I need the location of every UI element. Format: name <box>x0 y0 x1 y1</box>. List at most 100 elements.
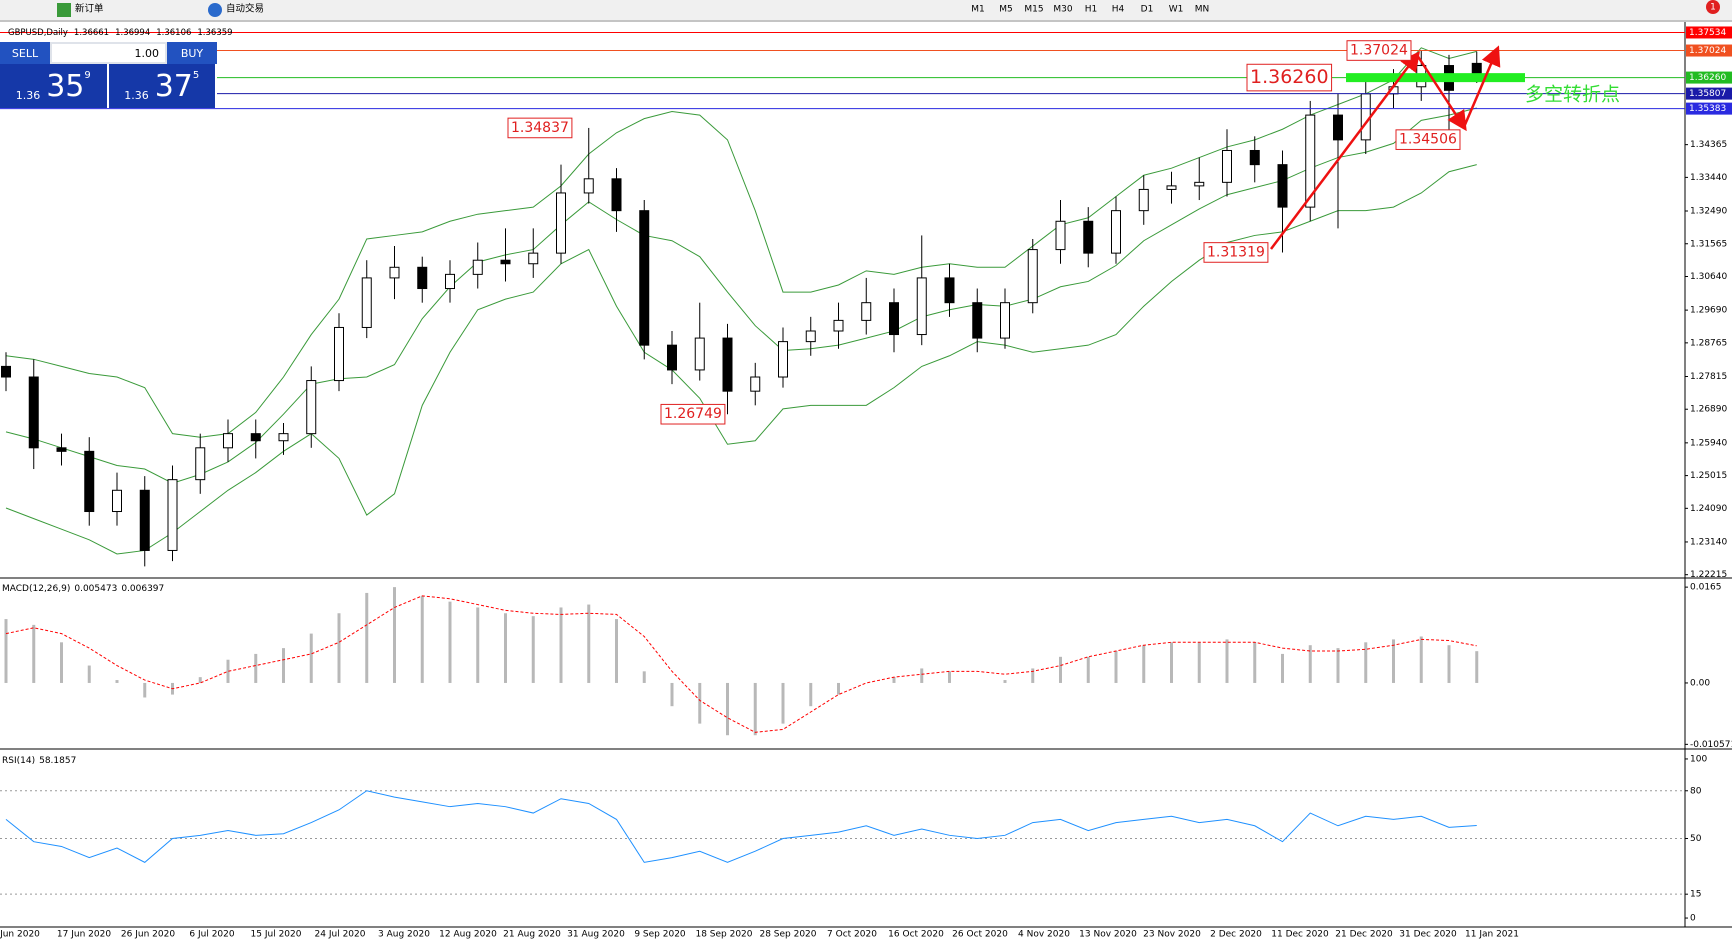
x-tick-label: 11 Dec 2020 <box>1271 930 1329 940</box>
x-tick-label: 31 Aug 2020 <box>567 930 625 940</box>
candle-body <box>167 479 178 551</box>
y-tick-label: 1.29690 <box>1690 306 1727 316</box>
macd-bar <box>1253 642 1257 683</box>
candle-body <box>472 259 483 275</box>
timeframe-button[interactable]: M30 <box>1053 5 1072 15</box>
macd-bar <box>670 682 674 707</box>
timeframe-button[interactable]: D1 <box>1141 5 1154 15</box>
fraction: 5 <box>192 70 200 81</box>
x-tick-label: 31 Dec 2020 <box>1399 930 1457 940</box>
price-level-tag <box>1686 87 1732 100</box>
candle-body <box>84 450 95 513</box>
macd-bar <box>1031 668 1035 683</box>
candle-body <box>889 302 899 336</box>
sell-button[interactable]: SELL <box>0 42 50 64</box>
timeframe-button[interactable]: MN <box>1195 5 1210 15</box>
notification-count: 1 <box>1710 3 1716 13</box>
y-tick-label: 1.27815 <box>1690 372 1727 382</box>
y-tick-label: 1.25015 <box>1690 471 1727 481</box>
rsi-line <box>5 790 1477 863</box>
candle-body <box>445 273 455 290</box>
macd-bar <box>809 682 813 707</box>
candle-body <box>1222 149 1232 183</box>
indicator-value: 0.005473 <box>74 584 117 594</box>
candle-body <box>805 330 816 343</box>
x-tick-label: 9 Sep 2020 <box>634 930 686 940</box>
macd-bar <box>587 604 591 683</box>
ask-quote[interactable]: 1.36 37 5 <box>109 64 217 108</box>
candle-body <box>1083 220 1094 254</box>
candle-body <box>722 337 733 392</box>
macd-bar <box>753 682 757 736</box>
timeframe-button[interactable]: M5 <box>999 5 1013 15</box>
macd-bar <box>254 653 258 683</box>
macd-bar <box>1003 680 1007 683</box>
notification-badge[interactable] <box>1706 0 1720 14</box>
macd-bar <box>1475 651 1479 683</box>
x-tick-label: 23 Nov 2020 <box>1143 930 1201 940</box>
price-annotation-box <box>1246 63 1333 92</box>
volume-input[interactable]: 1.00 <box>52 44 165 62</box>
y-tick-label: 1.28765 <box>1690 338 1727 348</box>
indicator-title: RSI(14) <box>2 756 35 766</box>
y-tick-label: 80 <box>1690 786 1702 796</box>
macd-bar <box>1114 651 1118 683</box>
macd-bar <box>393 587 396 683</box>
price-level-label: 1.36260 <box>1689 73 1726 83</box>
macd-bar <box>4 619 8 683</box>
new-order-button[interactable]: 新订单 <box>75 3 104 15</box>
candle-body <box>278 433 289 442</box>
candle-body <box>1249 149 1260 166</box>
timeframe-button[interactable]: W1 <box>1169 5 1184 15</box>
macd-bar <box>504 613 507 683</box>
timeframe-button[interactable]: M15 <box>1024 5 1043 15</box>
y-tick-label: 0.00 <box>1690 678 1710 688</box>
macd-bar <box>948 671 951 683</box>
timeframe-button[interactable]: H4 <box>1112 5 1125 15</box>
candle-body <box>1111 210 1121 254</box>
macd-bar <box>1170 642 1173 683</box>
macd-bar <box>1336 648 1340 683</box>
x-tick-label: 26 Jun 2020 <box>121 930 175 940</box>
candle-body <box>639 210 650 346</box>
price-level-tag <box>1686 71 1732 84</box>
macd-bar <box>60 642 63 683</box>
macd-bar <box>476 607 480 683</box>
x-tick-label: 6 Jul 2020 <box>189 930 234 940</box>
y-tick-label: 1.32490 <box>1690 207 1727 217</box>
candle-body <box>1166 185 1177 190</box>
bollinger-band <box>5 107 1477 484</box>
new-order-icon[interactable] <box>57 3 71 17</box>
x-tick-label: 21 Dec 2020 <box>1335 930 1393 940</box>
macd-bar <box>920 668 924 683</box>
y-tick-label: 1.31565 <box>1690 239 1727 249</box>
price-annotation: 1.36260 <box>1250 66 1329 88</box>
auto-trading-icon[interactable] <box>208 3 222 17</box>
price-annotation: 1.31319 <box>1207 244 1265 260</box>
quotes: 1.36 35 9 1.36 37 5 <box>0 64 217 108</box>
price-annotation-box <box>507 117 573 139</box>
x-tick-label: Jun 2020 <box>0 930 40 940</box>
timeframe-button[interactable]: H1 <box>1085 5 1098 15</box>
y-tick-label: 1.24090 <box>1690 504 1727 514</box>
candle-body <box>195 447 206 481</box>
candle-body <box>944 277 955 304</box>
candle-body <box>417 266 428 290</box>
macd-bar <box>781 682 785 724</box>
candle-body <box>667 344 677 371</box>
candle-body <box>250 433 261 442</box>
auto-trading-button[interactable]: 自动交易 <box>226 3 264 15</box>
indicator-title: MACD(12,26,9) <box>2 584 70 594</box>
candle-body <box>1027 249 1038 304</box>
buy-button[interactable]: BUY <box>167 42 217 64</box>
macd-bar <box>198 677 202 683</box>
macd-bar <box>559 607 563 683</box>
price-level-label: 1.35807 <box>1689 89 1726 99</box>
timeframe-button[interactable]: M1 <box>971 5 985 15</box>
macd-bar <box>1059 656 1062 683</box>
bid-quote[interactable]: 1.36 35 9 <box>0 64 109 108</box>
candle-body <box>1333 114 1343 141</box>
annotation-note: 多空转折点 <box>1525 84 1620 106</box>
candle-body <box>778 341 788 378</box>
